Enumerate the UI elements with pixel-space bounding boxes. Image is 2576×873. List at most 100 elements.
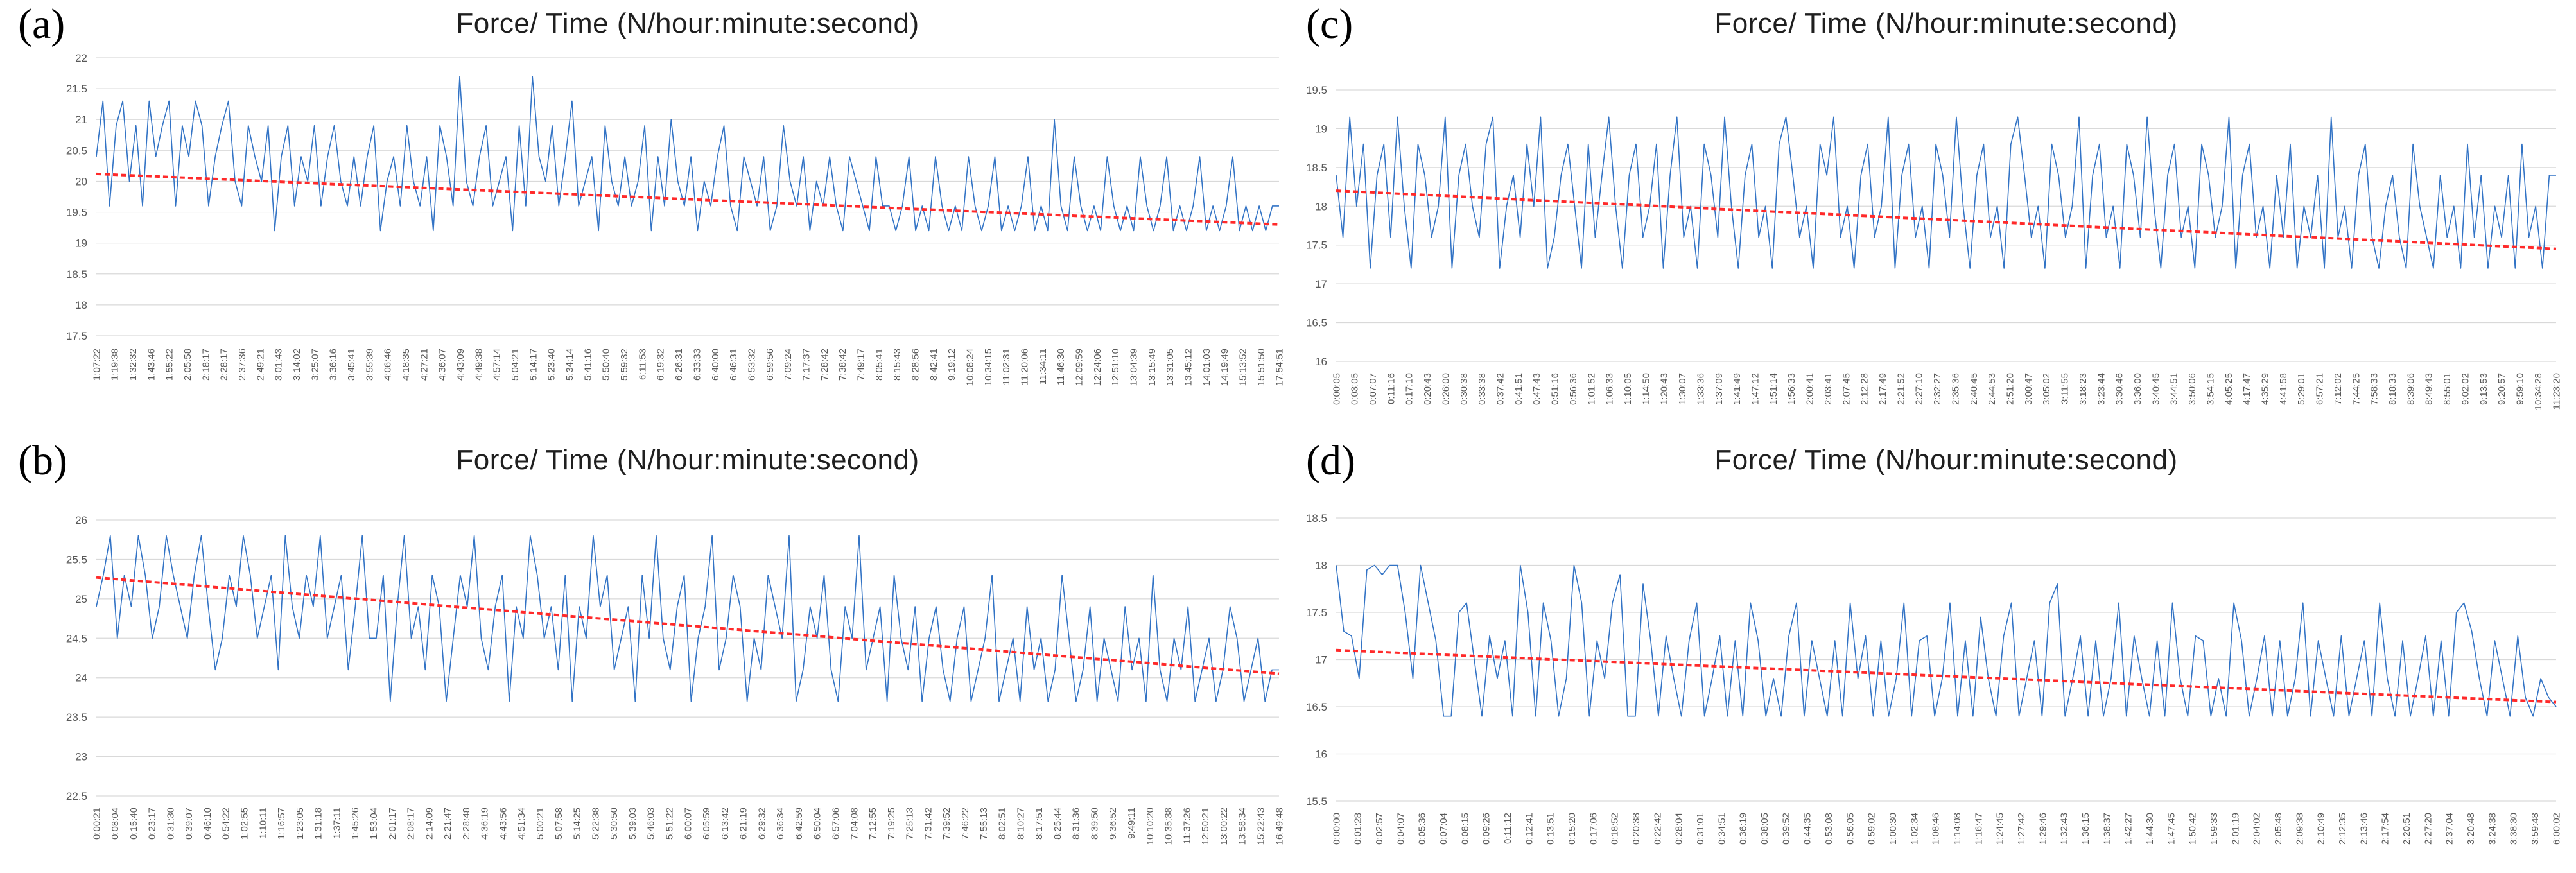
svg-text:23: 23 — [75, 751, 87, 763]
chart-plot-a: 22 21.5 21 20.5 20 19.5 19 18.5 18 17.5 1:07:22 1:1… — [66, 52, 1285, 386]
svg-text:0:04:07: 0:04:07 — [1395, 813, 1406, 845]
chart-plot-d: 18.5 18 17.5 17 16.5 16 15.5 0:00:00 0:01:28 0:02… — [1306, 512, 2562, 845]
svg-text:12:51:10: 12:51:10 — [1110, 349, 1121, 386]
svg-text:0:20:43: 0:20:43 — [1422, 373, 1433, 405]
svg-text:5:30:50: 5:30:50 — [609, 808, 620, 840]
svg-text:1:32:43: 1:32:43 — [2059, 813, 2070, 845]
svg-text:1:59:33: 1:59:33 — [2209, 813, 2220, 845]
svg-text:0:38:05: 0:38:05 — [1759, 813, 1770, 845]
svg-text:7:19:25: 7:19:25 — [886, 808, 897, 840]
svg-text:0:31:30: 0:31:30 — [165, 808, 176, 840]
svg-text:18: 18 — [75, 299, 87, 311]
svg-text:0:44:35: 0:44:35 — [1802, 813, 1813, 845]
svg-text:1:44:30: 1:44:30 — [2145, 813, 2155, 845]
svg-text:7:49:17: 7:49:17 — [855, 349, 866, 381]
svg-text:1:01:52: 1:01:52 — [1586, 373, 1597, 405]
svg-text:0:30:38: 0:30:38 — [1459, 373, 1470, 405]
svg-text:4:05:25: 4:05:25 — [2224, 373, 2234, 405]
gridlines — [1336, 517, 2556, 802]
svg-text:0:47:43: 0:47:43 — [1531, 373, 1542, 405]
svg-text:22: 22 — [75, 52, 87, 64]
svg-text:0:11:12: 0:11:12 — [1502, 813, 1513, 844]
svg-text:5:14:17: 5:14:17 — [528, 349, 539, 381]
svg-text:0:41:51: 0:41:51 — [1513, 373, 1524, 405]
svg-text:11:46:30: 11:46:30 — [1056, 349, 1066, 385]
svg-text:2:18:17: 2:18:17 — [200, 349, 211, 381]
force-series-line — [96, 76, 1279, 232]
svg-text:8:25:44: 8:25:44 — [1052, 808, 1063, 840]
svg-text:9:20:57: 9:20:57 — [2496, 373, 2507, 405]
svg-text:23.5: 23.5 — [66, 711, 87, 723]
svg-text:21: 21 — [75, 114, 87, 126]
svg-text:2:27:20: 2:27:20 — [2423, 813, 2433, 845]
svg-text:0:08:04: 0:08:04 — [110, 808, 121, 840]
svg-text:2:28:17: 2:28:17 — [219, 349, 230, 381]
chart-title-b: Force/ Time (N/hour:minute:second) — [456, 444, 919, 476]
chart-title-a: Force/ Time (N/hour:minute:second) — [456, 8, 919, 39]
svg-text:17.5: 17.5 — [66, 330, 87, 342]
svg-text:7:31:42: 7:31:42 — [923, 808, 934, 840]
svg-text:8:28:56: 8:28:56 — [910, 349, 921, 381]
svg-text:9:59:10: 9:59:10 — [2515, 373, 2526, 405]
svg-text:0:33:38: 0:33:38 — [1477, 373, 1488, 405]
svg-text:8:55:01: 8:55:01 — [2442, 373, 2453, 405]
svg-text:10:34:28: 10:34:28 — [2533, 373, 2544, 410]
svg-text:13:31:05: 13:31:05 — [1165, 349, 1176, 386]
svg-text:4:17:47: 4:17:47 — [2241, 373, 2252, 405]
svg-text:20.5: 20.5 — [66, 144, 87, 157]
svg-text:4:18:35: 4:18:35 — [401, 349, 412, 381]
svg-text:6:05:59: 6:05:59 — [701, 808, 712, 840]
svg-text:2:01:19: 2:01:19 — [2230, 813, 2241, 845]
svg-text:3:14:02: 3:14:02 — [292, 349, 302, 381]
x-axis-tick-labels: 0:00:21 0:08:04 0:15:40 0:23:17 0:31:30 0:39:… — [91, 808, 1285, 845]
svg-text:8:15:43: 8:15:43 — [892, 349, 903, 381]
svg-text:7:39:52: 7:39:52 — [941, 808, 952, 840]
svg-text:1:30:07: 1:30:07 — [1677, 373, 1688, 405]
svg-text:0:54:22: 0:54:22 — [221, 808, 232, 840]
svg-text:6:42:59: 6:42:59 — [794, 808, 805, 840]
svg-text:1:14:08: 1:14:08 — [1952, 813, 1963, 845]
svg-text:0:17:10: 0:17:10 — [1404, 373, 1415, 405]
svg-text:7:55:13: 7:55:13 — [979, 808, 989, 840]
trend-line — [1336, 648, 2557, 704]
svg-text:2:09:38: 2:09:38 — [2294, 813, 2305, 845]
svg-text:3:36:00: 3:36:00 — [2132, 373, 2143, 405]
svg-text:24: 24 — [75, 672, 87, 684]
svg-text:7:09:24: 7:09:24 — [783, 349, 794, 381]
svg-text:7:04:08: 7:04:08 — [849, 808, 860, 840]
svg-text:4:51:34: 4:51:34 — [516, 808, 527, 840]
svg-text:2:21:47: 2:21:47 — [442, 808, 453, 840]
svg-text:0:08:15: 0:08:15 — [1459, 813, 1470, 845]
svg-text:0:09:26: 0:09:26 — [1481, 813, 1492, 845]
svg-text:6:26:31: 6:26:31 — [674, 349, 684, 381]
svg-text:16: 16 — [1315, 356, 1327, 368]
svg-text:4:57:14: 4:57:14 — [492, 349, 503, 381]
svg-text:1:08:46: 1:08:46 — [1931, 813, 1942, 845]
svg-text:7:12:55: 7:12:55 — [867, 808, 878, 840]
svg-text:0:37:42: 0:37:42 — [1495, 373, 1506, 405]
svg-text:3:05:02: 3:05:02 — [2041, 373, 2052, 405]
gridlines — [1336, 89, 2556, 362]
svg-text:0:00:00: 0:00:00 — [1331, 813, 1342, 845]
svg-text:10:08:24: 10:08:24 — [964, 349, 975, 386]
chart-panel-c: (c) Force/ Time (N/hour:minute:second) 1… — [1288, 0, 2576, 437]
chart-panel-b: (b) Force/ Time (N/hour:minute:second) 2… — [0, 437, 1288, 873]
svg-text:15:13:52: 15:13:52 — [1238, 349, 1249, 386]
y-axis-tick-labels: 18.5 18 17.5 17 16.5 16 15.5 — [1306, 512, 1327, 808]
svg-text:1:24:45: 1:24:45 — [1995, 813, 2006, 845]
svg-text:4:36:19: 4:36:19 — [480, 808, 491, 840]
svg-text:17.5: 17.5 — [1306, 239, 1327, 252]
svg-text:0:51:16: 0:51:16 — [1550, 373, 1561, 405]
svg-text:0:03:05: 0:03:05 — [1350, 373, 1361, 405]
svg-text:2:21:52: 2:21:52 — [1895, 373, 1906, 405]
svg-text:1:16:47: 1:16:47 — [1973, 813, 1984, 845]
svg-text:1:38:37: 1:38:37 — [2102, 813, 2112, 845]
svg-text:0:01:28: 0:01:28 — [1353, 813, 1364, 845]
svg-text:6:19:32: 6:19:32 — [656, 349, 666, 381]
svg-text:0:46:10: 0:46:10 — [202, 808, 213, 840]
svg-text:11:20:06: 11:20:06 — [1020, 349, 1031, 385]
svg-text:12:24:06: 12:24:06 — [1092, 349, 1103, 386]
svg-text:0:56:36: 0:56:36 — [1568, 373, 1579, 405]
svg-text:7:38:42: 7:38:42 — [837, 349, 848, 381]
svg-text:0:56:05: 0:56:05 — [1845, 813, 1856, 845]
